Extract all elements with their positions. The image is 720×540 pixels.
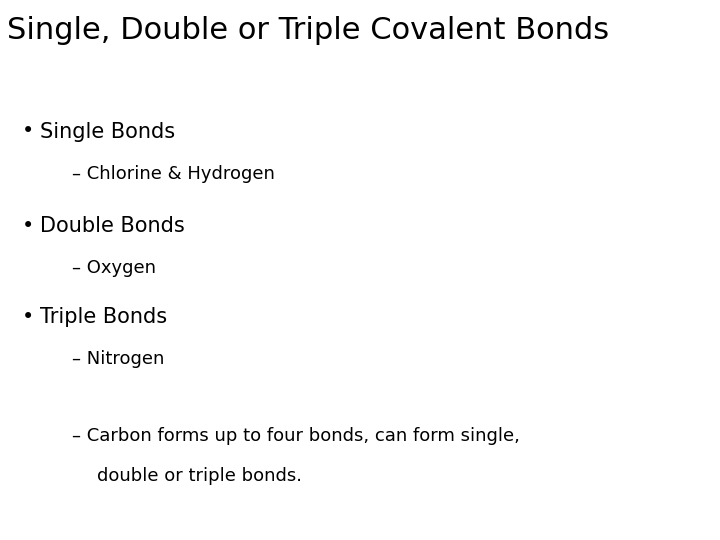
- Text: – Oxygen: – Oxygen: [72, 259, 156, 277]
- Text: •: •: [22, 307, 34, 327]
- Text: Triple Bonds: Triple Bonds: [40, 307, 167, 327]
- Text: – Nitrogen: – Nitrogen: [72, 350, 164, 368]
- Text: Single Bonds: Single Bonds: [40, 122, 175, 141]
- Text: •: •: [22, 216, 34, 236]
- Text: Single, Double or Triple Covalent Bonds: Single, Double or Triple Covalent Bonds: [7, 16, 609, 45]
- Text: – Chlorine & Hydrogen: – Chlorine & Hydrogen: [72, 165, 275, 183]
- Text: double or triple bonds.: double or triple bonds.: [97, 467, 302, 485]
- Text: – Carbon forms up to four bonds, can form single,: – Carbon forms up to four bonds, can for…: [72, 427, 520, 444]
- Text: •: •: [22, 122, 34, 141]
- Text: Double Bonds: Double Bonds: [40, 216, 184, 236]
